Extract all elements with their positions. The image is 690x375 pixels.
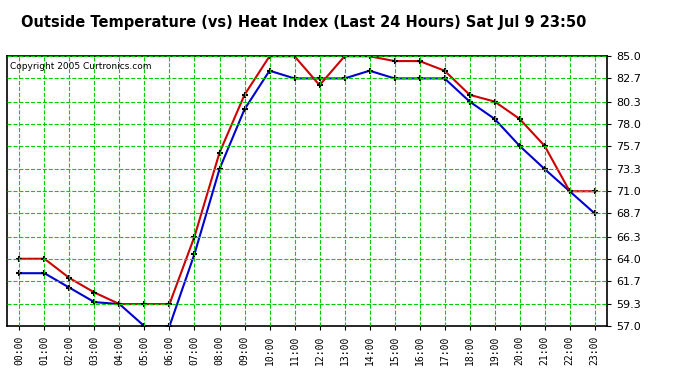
Text: Copyright 2005 Curtronics.com: Copyright 2005 Curtronics.com bbox=[10, 62, 151, 70]
Text: Outside Temperature (vs) Heat Index (Last 24 Hours) Sat Jul 9 23:50: Outside Temperature (vs) Heat Index (Las… bbox=[21, 15, 586, 30]
